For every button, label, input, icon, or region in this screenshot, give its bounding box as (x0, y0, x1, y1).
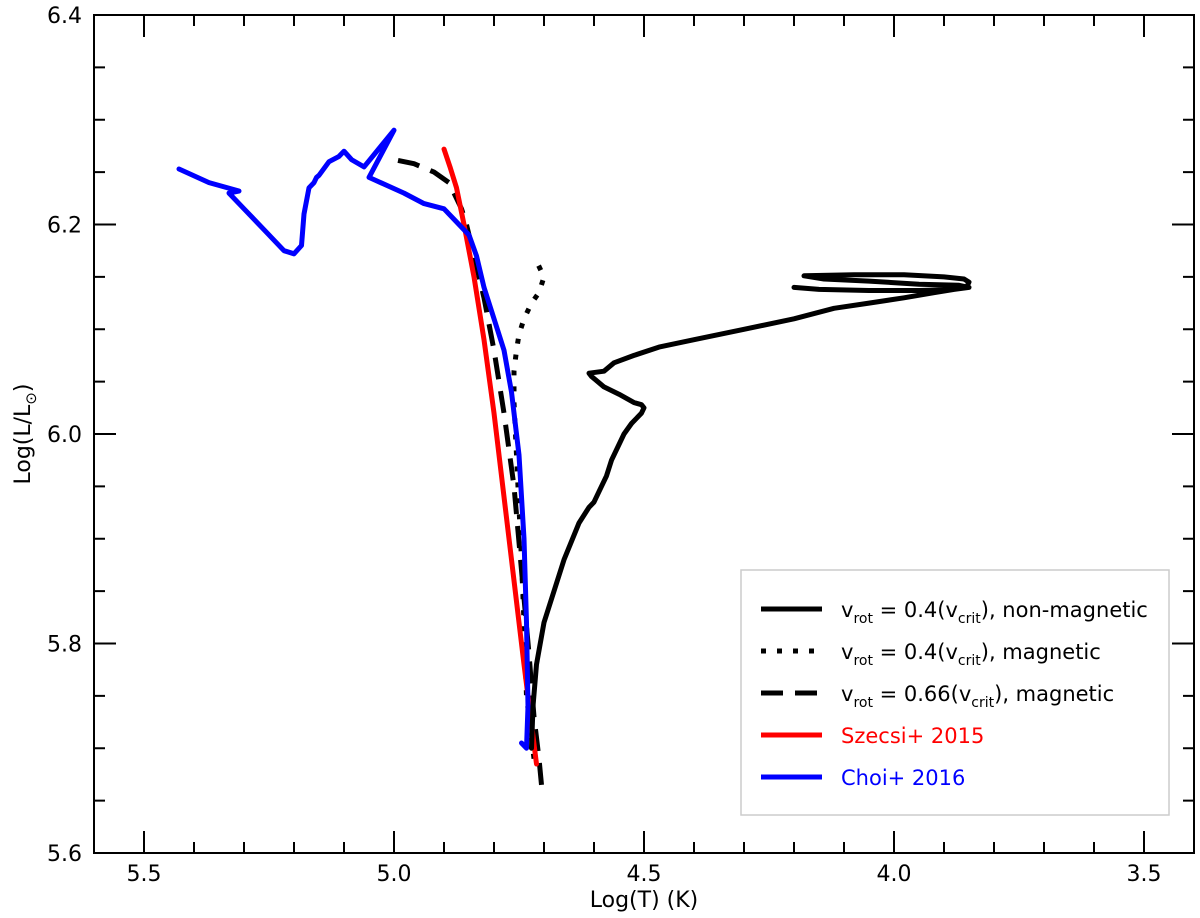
y-tick-label: 6.4 (47, 4, 82, 29)
y-axis-title-subscript: ⊙ (22, 392, 40, 405)
tick-layer: 5.5 5.0 4.5 4.0 3.5 5.6 5.8 6.0 6.2 6.4 (47, 4, 1194, 887)
y-axis-title: Log(L/L⊙) (11, 384, 40, 485)
legend-label-mag066: vrot = 0.66(vcrit), magnetic (841, 682, 1114, 711)
legend-label-mag04: vrot = 0.4(vcrit), magnetic (841, 640, 1101, 669)
y-tick-label: 5.6 (47, 842, 82, 867)
x-tick-label: 5.0 (377, 862, 412, 887)
y-axis-title-base: Log(L/L (11, 404, 36, 485)
series-line-mag066 (393, 157, 544, 786)
legend-label-choi: Choi+ 2016 (841, 766, 965, 790)
x-axis-title: Log(T) (K) (590, 888, 699, 913)
y-tick-label: 6.0 (47, 423, 82, 448)
series-line-nonmag04 (529, 272, 972, 751)
series-layer (176, 127, 972, 786)
legend: vrot = 0.4(vcrit), non-magnetic vrot = 0.… (740, 569, 1170, 816)
legend-label-szecsi: Szecsi+ 2015 (841, 724, 984, 748)
x-tick-label: 3.5 (1127, 862, 1162, 887)
y-tick-label: 5.8 (47, 633, 82, 658)
series-line-choi (176, 127, 531, 751)
x-tick-label: 5.5 (127, 862, 162, 887)
x-tick-label: 4.5 (627, 862, 662, 887)
series-line-szecsi (441, 146, 539, 767)
y-axis-title-close: ) (11, 384, 36, 393)
x-tick-label: 4.0 (877, 862, 912, 887)
legend-entries: vrot = 0.4(vcrit), non-magnetic vrot = 0.… (761, 598, 1148, 790)
y-tick-label: 6.2 (47, 214, 82, 239)
series-line-mag04 (511, 254, 547, 759)
legend-label-nonmag04: vrot = 0.4(vcrit), non-magnetic (841, 598, 1148, 627)
